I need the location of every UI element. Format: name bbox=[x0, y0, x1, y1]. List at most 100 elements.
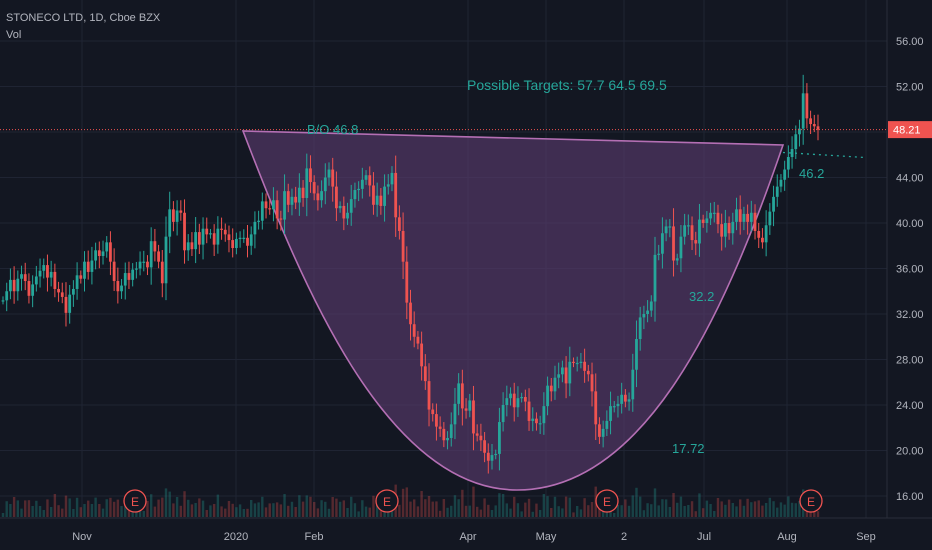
breakout-annotation: B/O 46.8 bbox=[307, 122, 358, 137]
volume-bar bbox=[257, 502, 260, 517]
candle-body bbox=[638, 317, 642, 340]
earnings-marker[interactable] bbox=[799, 489, 823, 513]
candle-body bbox=[790, 149, 794, 158]
volume-bar bbox=[212, 504, 216, 517]
volume-bar bbox=[64, 495, 68, 517]
volume-bar bbox=[753, 501, 757, 517]
volume-bar bbox=[683, 506, 686, 517]
candle-body bbox=[490, 455, 494, 461]
candle-body bbox=[38, 270, 42, 277]
candle-body bbox=[223, 229, 227, 235]
candle-body bbox=[549, 385, 553, 392]
volume-bar bbox=[179, 505, 183, 517]
candle-body bbox=[460, 383, 464, 409]
candle-body bbox=[231, 240, 235, 249]
volume-bar bbox=[538, 510, 542, 517]
time-tick-label: Aug bbox=[777, 531, 797, 543]
candle-body bbox=[257, 220, 261, 222]
volume-bar bbox=[38, 506, 42, 517]
candle-body bbox=[86, 261, 90, 272]
candle-body bbox=[757, 230, 761, 238]
candle-body bbox=[720, 224, 724, 237]
volume-bar bbox=[461, 489, 464, 517]
volume-bar bbox=[124, 506, 127, 517]
candle-body bbox=[646, 310, 649, 314]
volume-bar bbox=[450, 505, 453, 517]
candle-body bbox=[357, 188, 361, 191]
volume-bar bbox=[487, 504, 490, 517]
candle-body bbox=[349, 199, 353, 213]
candle-body bbox=[375, 195, 379, 205]
volume-bar bbox=[275, 502, 279, 517]
bottom-level-annotation: 17.72 bbox=[672, 441, 705, 456]
volume-bar bbox=[309, 496, 312, 517]
earnings-marker[interactable] bbox=[595, 489, 619, 513]
candle-body bbox=[505, 398, 509, 405]
price-scale-panel[interactable] bbox=[887, 0, 932, 518]
volume-bar bbox=[357, 511, 360, 517]
volume-bar bbox=[583, 498, 586, 517]
candle-body bbox=[131, 269, 135, 280]
volume-bar bbox=[79, 507, 82, 517]
volume-bar bbox=[587, 505, 590, 517]
candle-body bbox=[290, 196, 294, 205]
candle-body bbox=[246, 237, 249, 246]
volume-bar bbox=[175, 497, 179, 517]
volume-bar bbox=[112, 501, 116, 517]
candle-body bbox=[268, 208, 272, 210]
volume-bar bbox=[183, 491, 186, 517]
candle-body bbox=[583, 361, 587, 371]
candle-body bbox=[390, 172, 394, 185]
volume-bar bbox=[746, 498, 749, 517]
candle-body bbox=[68, 294, 72, 313]
candle-body bbox=[220, 228, 223, 230]
candle-body bbox=[427, 381, 431, 410]
candle-body bbox=[127, 273, 131, 280]
candle-body bbox=[535, 418, 538, 424]
volume-bar bbox=[368, 507, 371, 517]
candle-body bbox=[64, 296, 68, 313]
candle-body bbox=[253, 221, 257, 235]
candle-body bbox=[279, 218, 283, 220]
candle-body bbox=[694, 240, 698, 244]
volume-bar bbox=[142, 511, 145, 517]
candle-body bbox=[20, 274, 23, 279]
volume-bar bbox=[353, 503, 357, 517]
volume-bar bbox=[509, 508, 512, 517]
candle-body bbox=[338, 205, 342, 209]
candle-body bbox=[679, 236, 683, 259]
candle-body bbox=[816, 126, 820, 130]
price-tick-label: 20.00 bbox=[896, 446, 924, 458]
candle-body bbox=[249, 234, 253, 246]
volume-bar bbox=[790, 502, 794, 517]
volume-bar bbox=[90, 504, 94, 517]
time-scale-panel[interactable] bbox=[0, 518, 932, 550]
volume-bar bbox=[505, 503, 509, 517]
volume-bar bbox=[42, 510, 45, 517]
volume-bar bbox=[9, 504, 12, 517]
candle-body bbox=[94, 250, 98, 261]
earnings-marker[interactable] bbox=[123, 489, 147, 513]
earnings-marker[interactable] bbox=[375, 489, 399, 513]
volume-bar bbox=[742, 505, 746, 517]
volume-bar bbox=[35, 500, 38, 517]
candle-body bbox=[123, 273, 127, 286]
volume-bar bbox=[120, 506, 123, 517]
candle-body bbox=[146, 261, 149, 268]
volume-bar bbox=[616, 504, 620, 517]
candle-body bbox=[383, 186, 386, 206]
volume-bar bbox=[172, 503, 175, 517]
volume-bar bbox=[338, 501, 342, 517]
volume-bar bbox=[561, 508, 564, 517]
candle-body bbox=[731, 221, 735, 234]
volume-bar bbox=[727, 499, 731, 517]
candle-body bbox=[423, 366, 427, 382]
volume-bar bbox=[31, 506, 34, 517]
volume-bar bbox=[16, 500, 20, 517]
volume-bars bbox=[1, 484, 820, 517]
volume-bar bbox=[653, 488, 657, 517]
candle-body bbox=[190, 242, 194, 250]
candle-body bbox=[401, 230, 405, 262]
volume-bar bbox=[320, 500, 323, 517]
